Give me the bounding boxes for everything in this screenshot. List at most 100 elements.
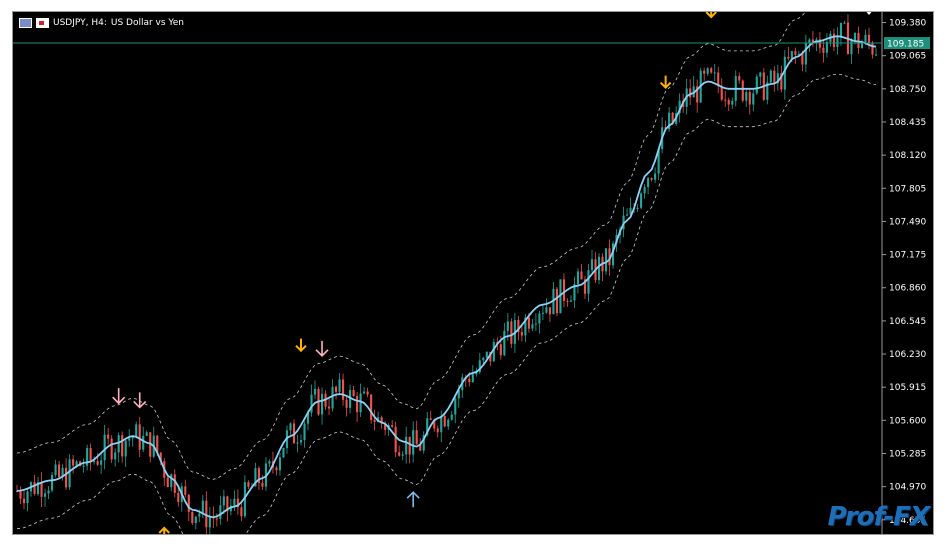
upper-band-line (16, 12, 806, 480)
candle-body (583, 279, 587, 294)
candle-body (440, 415, 443, 433)
candle-body (296, 442, 299, 444)
flag-icon (36, 18, 49, 28)
y-tick-label: 106.545 (889, 317, 926, 327)
candle-body (874, 54, 878, 56)
candle-body (201, 500, 204, 514)
y-tick-label: 108.435 (889, 118, 926, 128)
candle-body (215, 518, 218, 520)
symbol-label: USDJPY, H4: (53, 18, 107, 28)
candle-body (447, 419, 450, 427)
y-tick-label: 104.970 (889, 483, 926, 493)
candle-body (433, 419, 436, 429)
candle-body (184, 486, 187, 495)
current-price-label: 109.185 (887, 40, 924, 50)
candle-body (836, 37, 839, 47)
gold-sell-arrow-icon (659, 75, 672, 89)
candle-body (759, 72, 762, 77)
candle-body (268, 461, 271, 464)
gold-sell-arrow-icon (295, 338, 307, 353)
candle-body (422, 435, 425, 451)
candle-body (696, 86, 699, 103)
candle-body (538, 313, 541, 324)
candle-body (587, 270, 590, 294)
candle-body (282, 448, 285, 458)
y-tick-label: 107.805 (889, 184, 926, 194)
candle-body (689, 88, 692, 98)
candle-body (261, 482, 264, 487)
candle-body (93, 461, 96, 463)
candle-body (478, 360, 481, 373)
candle-body (776, 73, 779, 84)
current-price-tag (884, 37, 930, 50)
candle-body (643, 187, 646, 194)
candle-body (51, 474, 54, 491)
candle-body (626, 214, 629, 216)
candle-body (173, 474, 176, 493)
candle-body (289, 423, 292, 431)
y-tick-label: 106.230 (889, 350, 926, 360)
candle-body (436, 428, 439, 433)
candle-body (363, 391, 366, 394)
candle-body (159, 452, 162, 462)
buy-arrow-icon (406, 491, 420, 508)
price-chart[interactable]: 109.380 109.065 108.750 108.435 108.120 107.8… (13, 12, 933, 534)
candle-body (96, 461, 99, 465)
candle-body (191, 511, 194, 523)
candle-body (850, 41, 853, 55)
chart-window[interactable]: 109.380 109.065 108.750 108.435 108.120 107.8… (12, 11, 934, 535)
candle-body (524, 317, 527, 336)
y-tick-label: 109.380 (889, 19, 926, 29)
candle-body (780, 73, 783, 90)
candle-body (240, 507, 243, 517)
candle-body (748, 92, 751, 105)
candle-body (654, 173, 657, 180)
symbol-description: US Dollar vs Yen (110, 18, 184, 28)
candle-body (384, 423, 387, 430)
y-tick-label: 105.600 (889, 416, 926, 426)
y-tick-label: 105.915 (889, 383, 926, 393)
gold-buy-arrow-icon (158, 526, 170, 534)
candle-body (43, 493, 47, 497)
candle-body (138, 424, 141, 450)
candle-body (177, 492, 180, 502)
candle-body (303, 423, 306, 441)
lower-band-line (16, 73, 877, 534)
candle-body (194, 516, 197, 523)
candle-body (33, 482, 36, 494)
candle-body (545, 307, 548, 313)
candle-body (573, 284, 576, 301)
candle-body (22, 498, 26, 504)
signal-triangle-icon (866, 12, 872, 16)
candle-body (247, 482, 250, 487)
candle-body (590, 259, 594, 271)
candle-body (114, 452, 117, 460)
candle-body (366, 391, 369, 395)
candle-body (345, 399, 348, 408)
candle-body (110, 438, 113, 460)
y-tick-label: 107.175 (889, 251, 926, 261)
candle-body (668, 112, 671, 130)
candle-body (100, 460, 103, 465)
candle-body (391, 425, 394, 427)
candle-body (124, 440, 127, 457)
candle-body (864, 34, 867, 43)
candle-body (804, 42, 807, 65)
candle-body (678, 100, 681, 114)
candle-body (520, 332, 523, 336)
candle-body (657, 149, 660, 174)
candle-body (229, 505, 232, 512)
candle-body (738, 76, 741, 81)
candle-body (773, 70, 776, 84)
candle-body (107, 434, 110, 439)
gold-sell-arrow-icon (705, 12, 717, 19)
candle-body (629, 207, 632, 215)
candle-body (787, 56, 790, 59)
candle-body (503, 330, 506, 356)
candle-body (741, 80, 744, 101)
candle-body (205, 500, 208, 528)
candle-body (257, 468, 260, 483)
candle-body (359, 393, 362, 413)
watermark-logo: Prof-FX (827, 502, 930, 532)
candle-body (320, 393, 324, 415)
